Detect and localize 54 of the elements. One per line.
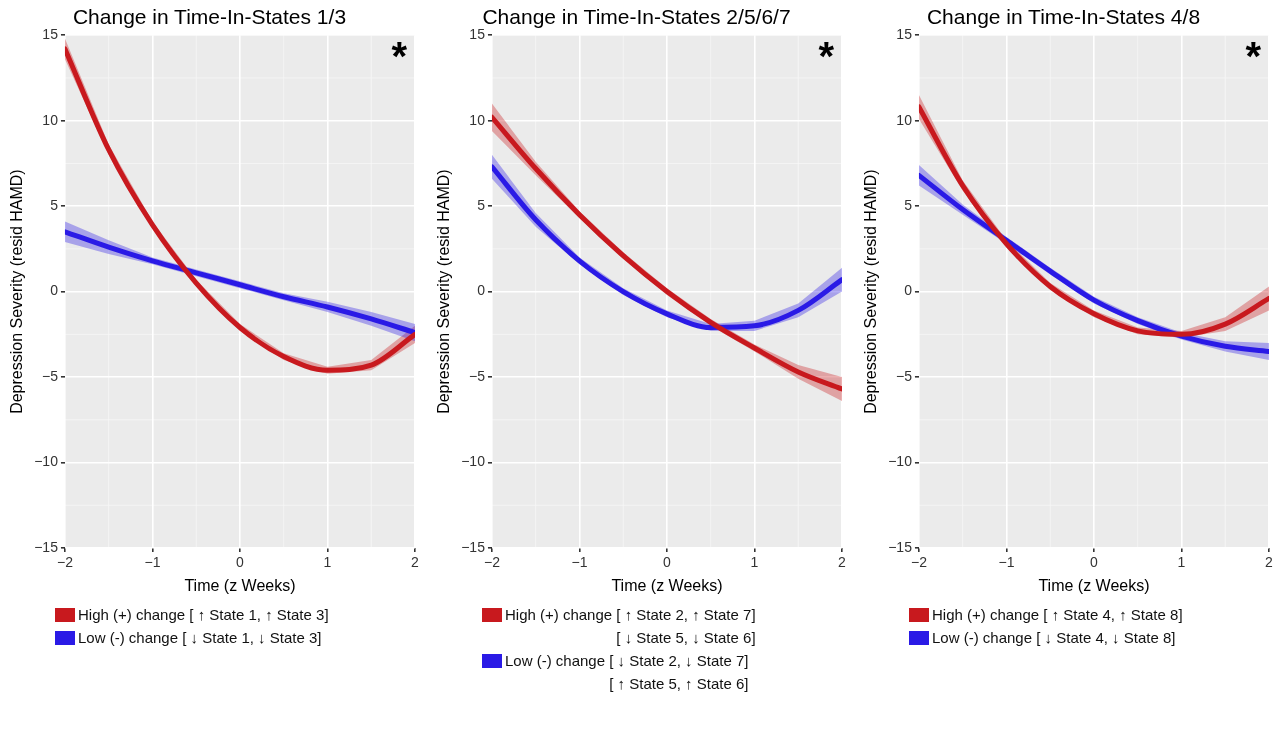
y-tick-label: 15: [42, 26, 59, 43]
y-tick-label: 10: [42, 111, 59, 128]
annotation: *: [1245, 34, 1262, 79]
chart-title: Change in Time-In-States 1/3: [72, 5, 347, 29]
x-axis-title: Time (z Weeks): [184, 576, 296, 594]
x-tick-label: −2: [483, 554, 501, 571]
x-tick-label: 1: [750, 554, 759, 571]
legend-label: Low (-) change [ ↓ State 2, ↓ State 7] [ ↑ State 5, ↑ State 6]: [505, 652, 749, 692]
annotation: *: [818, 34, 835, 79]
legend-label: High (+) change [ ↑ State 2, ↑ State 7] [ ↓ State 5, ↓ State 6]: [505, 606, 756, 646]
y-tick-label: −15: [461, 538, 486, 555]
x-tick-label: −1: [144, 554, 161, 571]
y-axis-title: Depression Severity (resid HAMD): [435, 169, 453, 414]
x-tick-label: −2: [910, 554, 928, 571]
y-tick-label: −15: [888, 538, 913, 555]
y-tick-label: −10: [34, 453, 59, 470]
y-tick-label: 5: [477, 196, 486, 213]
x-tick-label: 0: [1090, 554, 1099, 571]
y-tick-label: 0: [904, 282, 913, 299]
x-tick-label: −1: [998, 554, 1015, 571]
annotation: *: [391, 34, 408, 79]
y-tick-label: 15: [469, 26, 486, 43]
x-axis-title: Time (z Weeks): [611, 576, 723, 594]
y-tick-label: 5: [904, 196, 913, 213]
chart-title: Change in Time-In-States 2/5/6/7: [482, 5, 791, 29]
x-tick-label: 2: [1265, 554, 1274, 571]
y-tick-label: −15: [34, 538, 59, 555]
legend-label: High (+) change [ ↑ State 4, ↑ State 8]: [932, 606, 1183, 623]
y-tick-label: −5: [41, 367, 59, 384]
x-axis-title: Time (z Weeks): [1038, 576, 1150, 594]
legend-label: Low (-) change [ ↓ State 4, ↓ State 8]: [932, 629, 1176, 646]
y-tick-label: 0: [50, 282, 59, 299]
y-axis-title: Depression Severity (resid HAMD): [8, 169, 26, 414]
legend-label: Low (-) change [ ↓ State 1, ↓ State 3]: [78, 629, 322, 646]
x-tick-label: −2: [56, 554, 74, 571]
y-tick-label: 15: [896, 26, 913, 43]
y-tick-label: 5: [50, 196, 59, 213]
y-tick-label: −10: [888, 453, 913, 470]
x-tick-label: 2: [411, 554, 420, 571]
y-tick-label: −5: [895, 367, 913, 384]
chart-title: Change in Time-In-States 4/8: [926, 5, 1201, 29]
x-tick-label: −1: [571, 554, 588, 571]
y-tick-label: 10: [896, 111, 913, 128]
legend-label: High (+) change [ ↑ State 1, ↑ State 3]: [78, 606, 329, 623]
x-tick-label: 0: [236, 554, 245, 571]
x-tick-label: 0: [663, 554, 672, 571]
y-tick-label: −10: [461, 453, 486, 470]
y-tick-label: −5: [468, 367, 486, 384]
x-tick-label: 1: [1177, 554, 1186, 571]
y-tick-label: 0: [477, 282, 486, 299]
x-tick-label: 1: [323, 554, 332, 571]
y-axis-title: Depression Severity (resid HAMD): [862, 169, 880, 414]
y-tick-label: 10: [469, 111, 486, 128]
x-tick-label: 2: [838, 554, 847, 571]
